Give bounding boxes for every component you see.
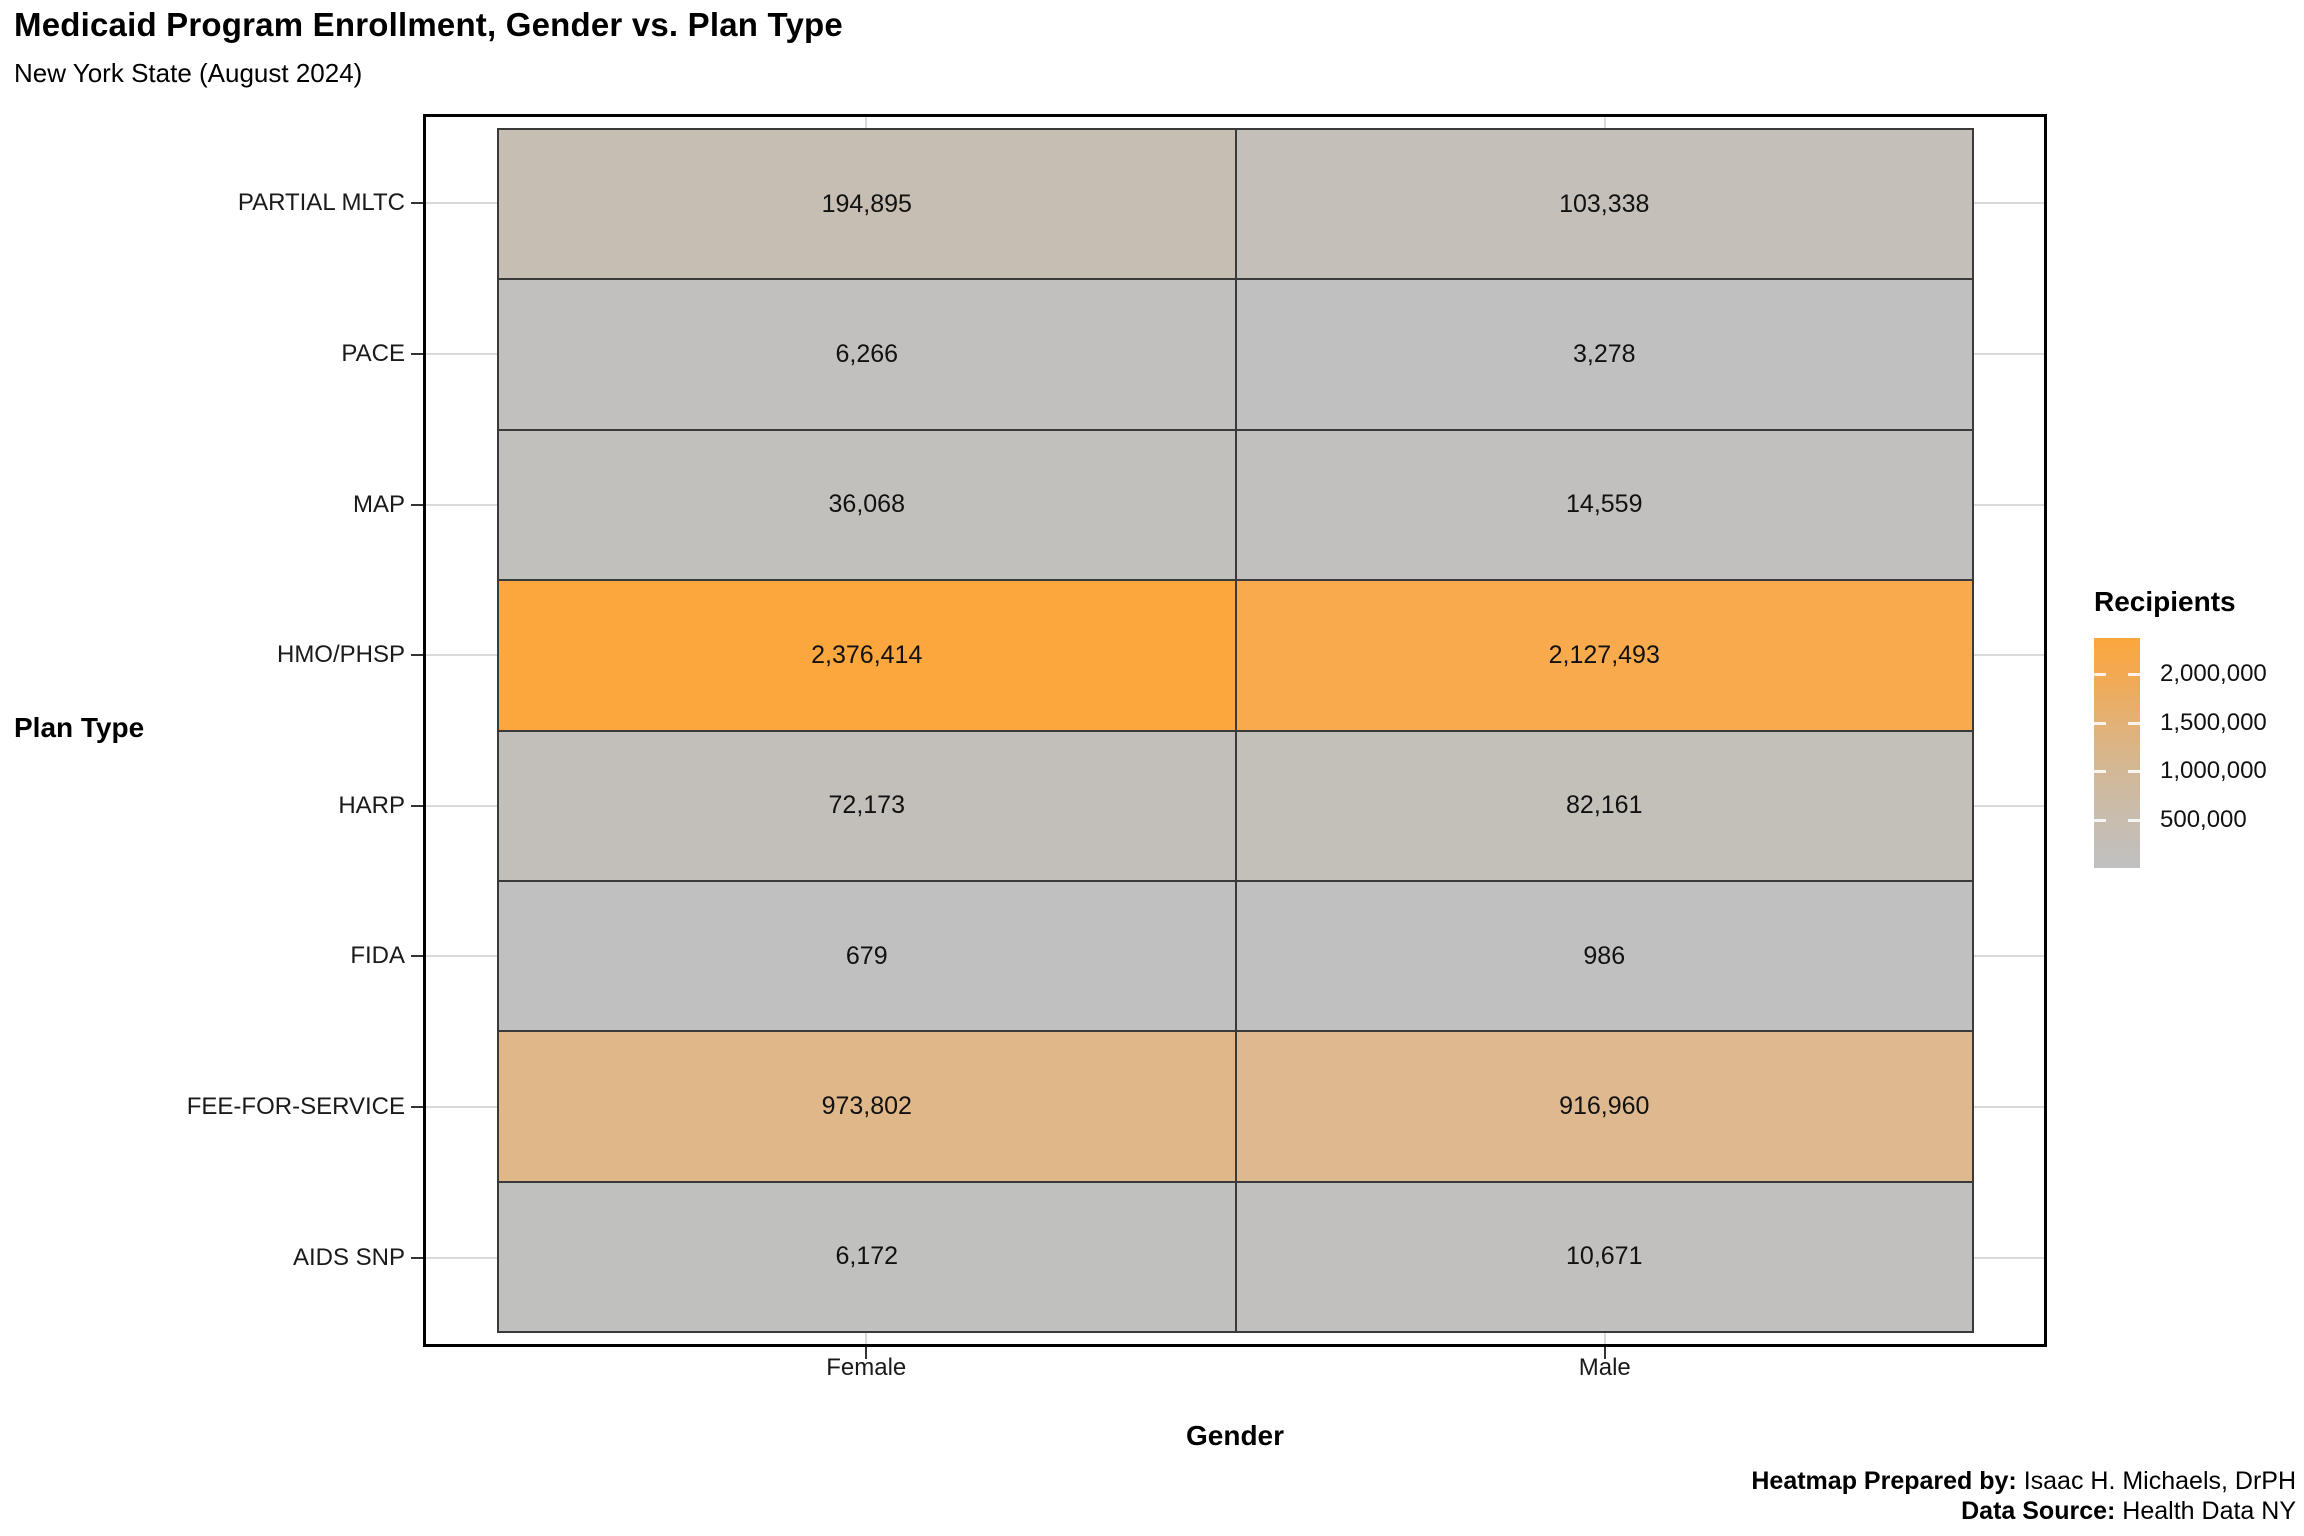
heatmap-cell: 10,671 — [1235, 1181, 1973, 1332]
legend-tick-mark — [2128, 673, 2140, 677]
heatmap-cell: 3,278 — [1235, 279, 1973, 430]
y-axis-label: HMO/PHSP — [276, 641, 405, 669]
footer: Heatmap Prepared by: Isaac H. Michaels, … — [1751, 1466, 2296, 1526]
heatmap-cell: 36,068 — [498, 429, 1236, 581]
heatmap-cell: 103,338 — [1235, 129, 1973, 280]
legend-tick-mark — [2128, 721, 2140, 725]
x-axis-title: Gender — [1185, 1420, 1285, 1451]
y-axis-label: PACE — [341, 339, 405, 367]
legend-tick-mark — [2128, 818, 2140, 822]
cell-value: 679 — [845, 941, 888, 970]
axis-tick — [411, 202, 423, 205]
axis-tick — [411, 352, 423, 355]
cell-value: 973,802 — [821, 1091, 912, 1120]
legend-tick-label: 500,000 — [2160, 805, 2247, 833]
legend-tick-mark — [2094, 770, 2106, 774]
axis-tick — [411, 1106, 423, 1109]
axis-tick — [411, 654, 423, 657]
heatmap-cell: 2,127,493 — [1235, 580, 1973, 731]
legend-tick-label: 1,500,000 — [2160, 708, 2267, 736]
axis-tick — [411, 955, 423, 958]
footer-source-value: Health Data NY — [2122, 1497, 2296, 1525]
heatmap-cell: 194,895 — [498, 129, 1236, 280]
chart-subtitle: New York State (August 2024) — [14, 58, 363, 88]
cell-value: 2,376,414 — [811, 640, 923, 669]
heatmap-cells: 194,895 103,338 6,266 3,278 36,068 14,559 2,37… — [497, 128, 1974, 1333]
heatmap-cell: 82,161 — [1235, 730, 1973, 881]
y-axis-title: Plan Type — [14, 712, 145, 743]
cell-value: 72,173 — [828, 791, 905, 820]
axis-tick — [411, 1256, 423, 1259]
legend-tick-mark — [2094, 818, 2106, 822]
cell-value: 82,161 — [1566, 791, 1643, 820]
cell-value: 194,895 — [821, 189, 912, 218]
heatmap-cell: 14,559 — [1235, 429, 1973, 581]
legend-tick-mark — [2094, 673, 2106, 677]
legend-tick-mark — [2094, 721, 2106, 725]
heatmap-cell: 72,173 — [498, 730, 1236, 881]
cell-value: 14,559 — [1566, 490, 1643, 519]
y-axis-label: PARTIAL MLTC — [237, 189, 405, 217]
y-axis-label: FEE-FOR-SERVICE — [186, 1093, 405, 1121]
heatmap-cell: 6,172 — [498, 1181, 1236, 1332]
y-axis-label: FIDA — [350, 942, 405, 970]
cell-value: 3,278 — [1572, 340, 1636, 369]
legend-title: Recipients — [2094, 586, 2236, 617]
legend-tick-label: 2,000,000 — [2160, 660, 2267, 688]
heatmap-cell: 6,266 — [498, 279, 1236, 430]
cell-value: 6,172 — [835, 1242, 899, 1271]
cell-value: 916,960 — [1559, 1091, 1650, 1120]
cell-value: 103,338 — [1559, 189, 1650, 218]
axis-tick — [865, 1347, 868, 1359]
cell-value: 986 — [1583, 941, 1626, 970]
footer-source-label: Data Source: — [1961, 1497, 2116, 1525]
heatmap-cell: 973,802 — [498, 1031, 1236, 1182]
legend-tick-mark — [2128, 770, 2140, 774]
heatmap-cell: 2,376,414 — [498, 580, 1236, 731]
footer-prepared-by-value: Isaac H. Michaels, DrPH — [2023, 1467, 2296, 1495]
axis-tick — [1603, 1347, 1606, 1359]
footer-prepared-by-label: Heatmap Prepared by: — [1751, 1467, 2017, 1495]
heatmap-cell: 916,960 — [1235, 1031, 1973, 1182]
y-axis-label: AIDS SNP — [292, 1243, 405, 1271]
footer-source: Data Source: Health Data NY — [1751, 1496, 2296, 1526]
cell-value: 10,671 — [1566, 1242, 1643, 1271]
chart-title: Medicaid Program Enrollment, Gender vs. … — [14, 6, 843, 43]
cell-value: 6,266 — [835, 340, 899, 369]
legend-tick-label: 1,000,000 — [2160, 757, 2267, 785]
cell-value: 36,068 — [828, 490, 905, 519]
heatmap-cell: 679 — [498, 880, 1236, 1032]
axis-tick — [411, 503, 423, 506]
heatmap-cell: 986 — [1235, 880, 1973, 1032]
y-axis-label: HARP — [338, 791, 405, 819]
footer-prepared-by: Heatmap Prepared by: Isaac H. Michaels, … — [1751, 1466, 2296, 1496]
axis-tick — [411, 804, 423, 807]
y-axis-label: MAP — [352, 490, 405, 518]
cell-value: 2,127,493 — [1548, 640, 1660, 669]
